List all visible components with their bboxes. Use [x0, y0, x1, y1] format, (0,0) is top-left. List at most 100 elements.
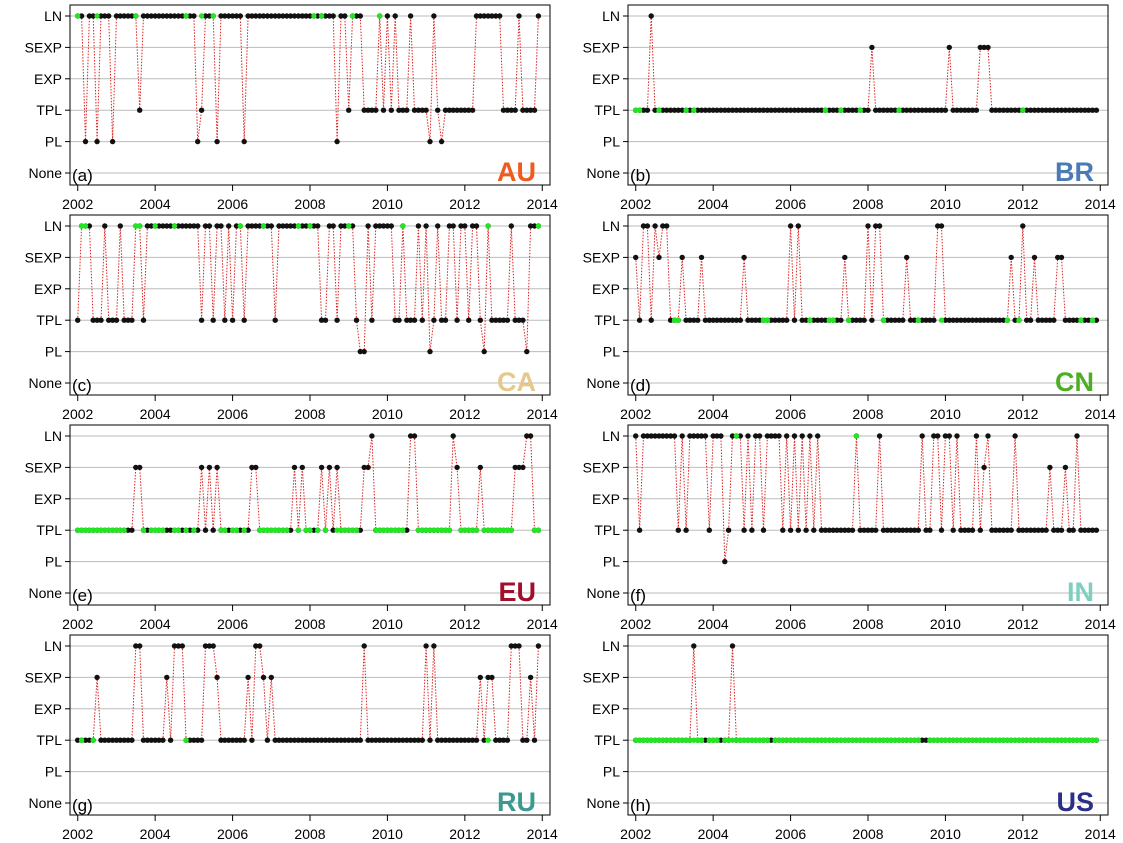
y-tick-label: SEXP	[583, 249, 620, 265]
data-point	[516, 317, 522, 323]
data-point	[214, 464, 220, 471]
highlight-point	[749, 737, 755, 743]
series-connector-line	[77, 435, 539, 531]
data-point	[369, 107, 375, 113]
data-point	[156, 223, 162, 229]
highlight-point	[349, 13, 356, 19]
data-point	[195, 223, 201, 229]
highlight-point	[1047, 737, 1053, 743]
highlight-point	[822, 107, 829, 113]
data-point	[1031, 254, 1038, 261]
data-point	[962, 317, 968, 323]
data-point	[1020, 527, 1026, 533]
y-tick-label: EXP	[592, 491, 620, 507]
data-point	[756, 107, 763, 113]
data-point	[1047, 317, 1053, 323]
data-point	[156, 737, 162, 743]
y-tick-label: None	[29, 795, 63, 811]
x-tick-label: 2004	[698, 616, 729, 632]
highlight-point	[82, 223, 89, 229]
data-point	[915, 107, 921, 113]
data-point	[129, 317, 135, 323]
data-point	[326, 223, 333, 229]
data-point	[365, 464, 371, 471]
highlight-point	[322, 527, 329, 533]
data-point	[272, 317, 278, 323]
data-point	[1070, 527, 1076, 533]
data-point	[303, 13, 309, 19]
highlight-point	[280, 527, 286, 533]
data-point	[249, 13, 255, 19]
highlight-point	[946, 737, 952, 743]
data-point	[1074, 317, 1080, 323]
highlight-point	[834, 737, 840, 743]
data-point	[431, 317, 437, 323]
data-point	[334, 317, 340, 323]
data-point	[411, 317, 418, 323]
data-point	[880, 107, 887, 113]
data-point	[1035, 527, 1042, 533]
data-point	[954, 317, 960, 323]
data-point	[985, 44, 991, 51]
data-point	[330, 13, 336, 19]
data-point	[427, 737, 433, 743]
y-tick-label: EXP	[592, 71, 620, 87]
data-point	[407, 433, 414, 439]
data-point	[373, 737, 379, 743]
highlight-point	[117, 527, 124, 533]
data-point	[377, 223, 383, 229]
plot-frame	[627, 634, 1109, 816]
data-point	[1066, 317, 1073, 323]
data-point	[226, 527, 232, 533]
data-point	[764, 107, 771, 113]
data-point	[210, 527, 216, 533]
country-label: IN	[1067, 577, 1094, 607]
highlight-point	[656, 107, 662, 113]
highlight-point	[873, 737, 879, 743]
data-point	[156, 13, 162, 19]
data-point	[687, 107, 693, 113]
data-point	[144, 737, 151, 743]
data-point	[121, 737, 127, 743]
data-point	[531, 107, 538, 113]
data-point	[175, 223, 182, 229]
data-point	[931, 433, 937, 439]
highlight-point	[683, 737, 689, 743]
data-point	[706, 107, 712, 113]
highlight-point	[1085, 737, 1092, 743]
highlight-point	[94, 13, 100, 19]
highlight-point	[233, 527, 240, 533]
data-point	[648, 433, 654, 439]
data-point	[764, 433, 771, 439]
data-point	[876, 223, 883, 229]
data-point	[815, 317, 821, 323]
data-point	[919, 317, 925, 323]
data-point	[299, 737, 305, 743]
data-point	[489, 674, 495, 681]
data-point	[415, 737, 422, 743]
data-point	[745, 433, 751, 439]
x-tick-label: 2002	[620, 826, 651, 842]
data-point	[342, 223, 348, 229]
highlight-point	[729, 737, 736, 743]
data-point	[407, 737, 414, 743]
data-point	[102, 13, 108, 19]
data-point	[435, 107, 441, 113]
data-point	[1058, 107, 1065, 113]
data-point	[377, 737, 383, 743]
highlight-point	[78, 737, 85, 743]
highlight-point	[535, 223, 542, 229]
data-point	[442, 737, 449, 743]
data-point	[1055, 107, 1061, 113]
highlight-point	[989, 737, 995, 743]
highlight-point	[86, 527, 93, 533]
data-point	[388, 107, 394, 113]
data-point	[664, 107, 670, 113]
highlight-point	[342, 527, 348, 533]
x-tick-label: 2006	[217, 826, 248, 842]
highlight-point	[845, 737, 852, 743]
highlight-point	[660, 737, 666, 743]
data-point	[369, 317, 375, 323]
data-point	[1023, 107, 1030, 113]
data-point	[1027, 317, 1034, 323]
